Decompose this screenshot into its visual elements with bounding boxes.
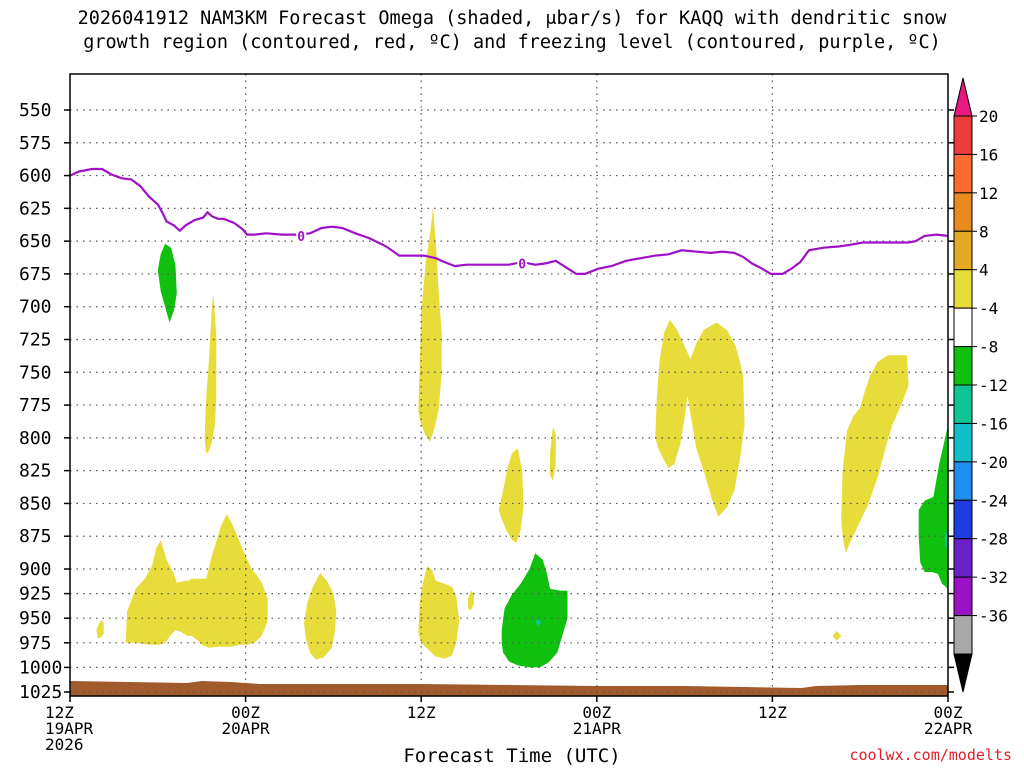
colorbar-label: -12 [979,376,1008,395]
terrain-area [70,681,948,696]
omega-shading [96,208,948,668]
x-tick-label: 00Z [934,703,963,722]
colorbar-label: 4 [979,261,989,280]
y-tick-label: 900 [19,559,52,580]
y-tick-label: 675 [19,264,52,285]
y-tick-label: 975 [19,633,52,654]
y-tick-label: 625 [19,198,52,219]
credit-text: coolwx.com/modelts [849,746,1012,764]
omega-region-14 [918,424,948,589]
colorbar-bin [953,269,973,309]
colorbar-bin [953,461,973,501]
y-tick-label: 750 [19,362,52,383]
freezing-label-bg-0 [296,229,307,244]
x-tick-label: 00Z [582,703,611,722]
y-tick-label: 950 [19,608,52,629]
colorbar-label: 12 [979,184,998,203]
omega-region-7 [498,448,524,543]
colorbar-label: -36 [979,607,1008,626]
x-tick-label: 19APR [45,719,94,738]
omega-region-6 [468,590,474,611]
freezing-level-label: 0 [297,230,305,245]
x-tick-label: 22APR [924,719,973,738]
omega-region-10 [841,355,909,554]
y-tick-label: 800 [19,428,52,449]
colorbar-label: -20 [979,453,1008,472]
colorbar-bin [953,384,973,424]
colorbar-label: 8 [979,222,989,241]
omega-region-13 [501,553,568,668]
y-tick-label: 775 [19,395,52,416]
colorbar-label: -8 [979,338,998,357]
omega-region-3 [304,572,337,660]
colorbar-bin [953,422,973,463]
x-tick-label: 21APR [573,719,622,738]
x-axis-label: Forecast Time (UTC) [403,745,621,767]
omega-region-15 [535,618,542,627]
omega-region-8 [550,427,556,482]
y-tick-label: 1025 [19,682,62,703]
colorbar-label: 16 [979,145,998,164]
chart-title-line-1: 2026041912 NAM3KM Forecast Omega (shaded… [77,8,947,29]
y-tick-label: 925 [19,584,52,605]
colorbar-bin [953,538,973,578]
freezing-level-label: 0 [518,258,526,273]
chart-title-line-2: growth region (contoured, red, ºC) and f… [83,32,941,53]
omega-region-11 [832,631,842,641]
y-tick-label: 600 [19,166,52,187]
freezing-level-contour: 00 [69,167,949,275]
terrain-band [70,681,948,696]
plot-frame [69,73,949,697]
x-tick-label: 12Z [407,703,436,722]
omega-region-0 [96,620,104,638]
colorbar-label: -32 [979,568,1008,587]
omega-region-4 [418,208,442,442]
y-tick-label: 875 [19,526,52,547]
omega-region-12 [157,243,177,323]
y-tick-label: 550 [19,100,52,121]
y-tick-label: 650 [19,231,52,252]
colorbar-bin [953,153,973,194]
colorbar-bin [953,615,973,655]
omega-region-1 [125,513,268,648]
y-tick-label: 725 [19,330,52,351]
colorbar-bin [953,115,973,155]
x-tick-label: 12Z [758,703,787,722]
x-tick-label: 2026 [45,735,84,754]
colorbar-bin [953,230,973,271]
colorbar: 20 16 12 8 4 -4 -8 -12 -16 -20 -24 -28 -32 -36 [953,77,1008,693]
y-tick-label: 850 [19,493,52,514]
plot-axes: 550 575 600 625 650 675 700 725 750 775 800 825 850 8… [19,73,973,754]
colorbar-bin-bottom [953,653,973,693]
x-tick-label: 12Z [45,703,74,722]
colorbar-label: -28 [979,530,1008,549]
y-tick-label: 700 [19,297,52,318]
x-tick-label: 20APR [222,719,271,738]
omega-region-5 [418,566,460,659]
colorbar-label: 20 [979,107,998,126]
colorbar-label: -4 [979,299,998,318]
colorbar-bin [953,576,973,617]
colorbar-bin [953,346,973,386]
freezing-label-bg-1 [517,256,528,271]
colorbar-label: -16 [979,414,1008,433]
y-tick-label: 575 [19,133,52,154]
y-tick-label: 825 [19,461,52,482]
y-tick-label: 1000 [19,657,62,678]
colorbar-bin [953,499,973,540]
x-tick-label: 00Z [231,703,260,722]
freezing-level-line [69,167,949,275]
colorbar-bin-top [953,77,973,117]
colorbar-bin [953,192,973,232]
omega-region-2 [204,293,217,454]
omega-region-9 [655,319,745,517]
colorbar-label: -24 [979,491,1008,510]
colorbar-bin [953,307,973,348]
